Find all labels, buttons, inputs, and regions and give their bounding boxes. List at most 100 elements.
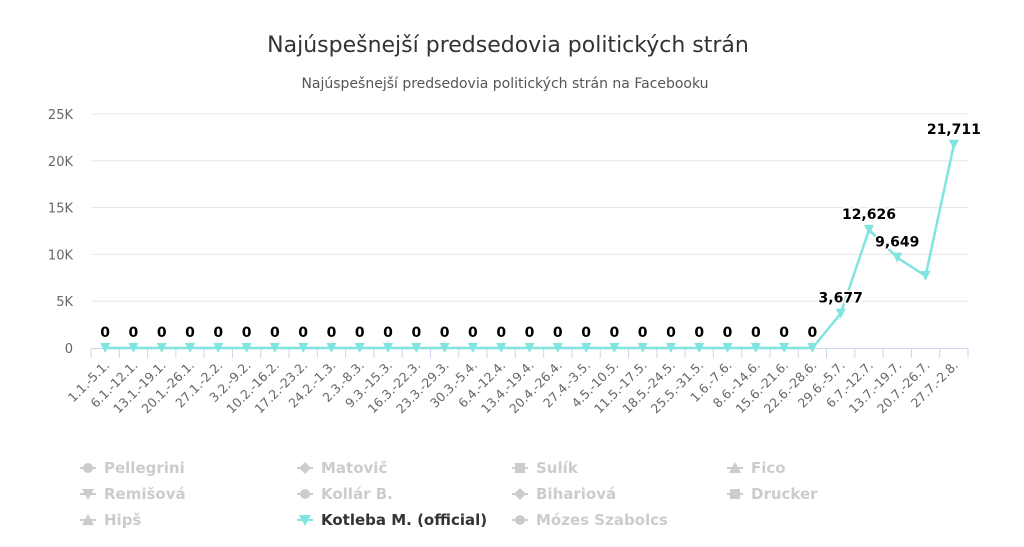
data-label: 0 <box>298 325 308 341</box>
data-point[interactable] <box>298 343 309 353</box>
data-point[interactable] <box>694 343 705 353</box>
data-label: 0 <box>525 325 535 341</box>
y-tick-label: 0 <box>65 342 73 357</box>
data-point[interactable] <box>835 308 846 319</box>
chart-subtitle: Najúspešnejší predsedovia politických st… <box>301 76 708 92</box>
data-label: 0 <box>327 325 337 341</box>
legend-item[interactable]: Sulík <box>512 459 579 477</box>
circle-marker-icon <box>300 489 310 499</box>
y-tick-label: 10K <box>48 248 74 263</box>
data-label: 0 <box>185 325 195 341</box>
data-label: 0 <box>468 325 478 341</box>
data-point[interactable] <box>524 343 535 353</box>
legend-label: Matovič <box>321 459 387 477</box>
data-label: 0 <box>496 325 506 341</box>
data-point[interactable] <box>807 343 818 353</box>
y-tick-label: 25K <box>48 108 74 123</box>
data-point[interactable] <box>439 343 450 353</box>
legend-item[interactable]: Fico <box>727 459 786 477</box>
data-point[interactable] <box>750 343 761 353</box>
data-label: 0 <box>723 325 733 341</box>
legend-item[interactable]: Drucker <box>727 485 818 503</box>
data-point[interactable] <box>467 343 478 353</box>
data-point[interactable] <box>411 343 422 353</box>
triangle-down-marker-icon <box>299 515 311 526</box>
data-label: 12,626 <box>842 207 896 223</box>
data-label: 0 <box>666 325 676 341</box>
data-point[interactable] <box>581 343 592 353</box>
diamond-marker-icon <box>514 488 526 500</box>
data-label: 21,711 <box>927 122 981 138</box>
data-point[interactable] <box>665 343 676 353</box>
data-point[interactable] <box>722 343 733 353</box>
data-point[interactable] <box>156 343 167 353</box>
legend-label: Fico <box>751 459 786 477</box>
legend-item[interactable]: Kollár B. <box>297 485 393 503</box>
data-label: 0 <box>100 325 110 341</box>
data-label: 0 <box>270 325 280 341</box>
triangle-up-marker-icon <box>82 514 94 525</box>
data-point[interactable] <box>213 343 224 353</box>
data-point[interactable] <box>552 343 563 353</box>
data-point[interactable] <box>383 343 394 353</box>
chart-title: Najúspešnejší predsedovia politických st… <box>267 33 749 58</box>
data-label: 0 <box>383 325 393 341</box>
data-labels: 0 0 0 0 0 0 0 0 0 0 0 0 0 0 0 0 0 0 0 0 0 0 0 0 0 0 3,677 12,626 9,6… <box>99 120 983 342</box>
legend-item[interactable]: Kotleba M. (official) <box>297 511 487 529</box>
data-label: 0 <box>242 325 252 341</box>
legend-item[interactable]: Matovič <box>297 459 387 477</box>
legend-item[interactable]: Mózes Szabolcs <box>512 511 668 529</box>
legend-label: Kollár B. <box>321 485 393 503</box>
square-marker-icon <box>730 489 740 499</box>
series-layer <box>100 139 959 353</box>
data-point[interactable] <box>128 343 139 353</box>
data-point[interactable] <box>326 343 337 353</box>
data-label: 0 <box>440 325 450 341</box>
legend-label: Mózes Szabolcs <box>536 511 668 529</box>
data-point[interactable] <box>269 343 280 353</box>
legend-item[interactable]: Bihariová <box>512 485 616 503</box>
legend-item[interactable]: Pellegrini <box>80 459 185 477</box>
legend-label: Remišová <box>104 485 186 503</box>
data-label: 0 <box>213 325 223 341</box>
legend-item[interactable]: Remišová <box>80 485 186 503</box>
legend-item[interactable]: Hipš <box>80 511 141 529</box>
grid-layer <box>91 113 968 302</box>
y-tick-label: 15K <box>48 202 74 217</box>
legend-label: Pellegrini <box>104 459 185 477</box>
data-point[interactable] <box>100 343 111 353</box>
data-label: 0 <box>638 325 648 341</box>
data-point[interactable] <box>779 343 790 353</box>
legend-label: Sulík <box>536 459 579 477</box>
data-label: 0 <box>553 325 563 341</box>
data-label: 0 <box>355 325 365 341</box>
data-point[interactable] <box>863 224 874 235</box>
data-label: 0 <box>751 325 761 341</box>
square-marker-icon <box>515 463 525 473</box>
data-point[interactable] <box>354 343 365 353</box>
data-point[interactable] <box>241 343 252 353</box>
legend-label: Kotleba M. (official) <box>321 511 487 529</box>
data-point[interactable] <box>920 270 931 281</box>
circle-marker-icon <box>515 515 525 525</box>
data-point[interactable] <box>892 252 903 263</box>
data-label: 0 <box>157 325 167 341</box>
circle-marker-icon <box>83 463 93 473</box>
legend-label: Drucker <box>751 485 818 503</box>
data-label: 9,649 <box>875 235 919 251</box>
legend: Pellegrini Matovič Sulík Fico Remišová Kollár… <box>80 459 818 529</box>
data-point[interactable] <box>185 343 196 353</box>
data-point[interactable] <box>496 343 507 353</box>
data-point[interactable] <box>948 139 959 150</box>
series-line <box>103 143 956 350</box>
x-axis: 1.1.-5.1.6.1.-12.1.13.1.-19.1.20.1.-26.1… <box>65 348 969 416</box>
data-label: 0 <box>411 325 421 341</box>
diamond-marker-icon <box>299 462 311 474</box>
data-label: 0 <box>609 325 619 341</box>
y-axis-ticks: 0 5K 10K 15K 20K 25K <box>48 108 74 357</box>
y-tick-label: 20K <box>48 155 74 170</box>
data-point[interactable] <box>637 343 648 353</box>
data-label: 0 <box>581 325 591 341</box>
data-point[interactable] <box>609 343 620 353</box>
